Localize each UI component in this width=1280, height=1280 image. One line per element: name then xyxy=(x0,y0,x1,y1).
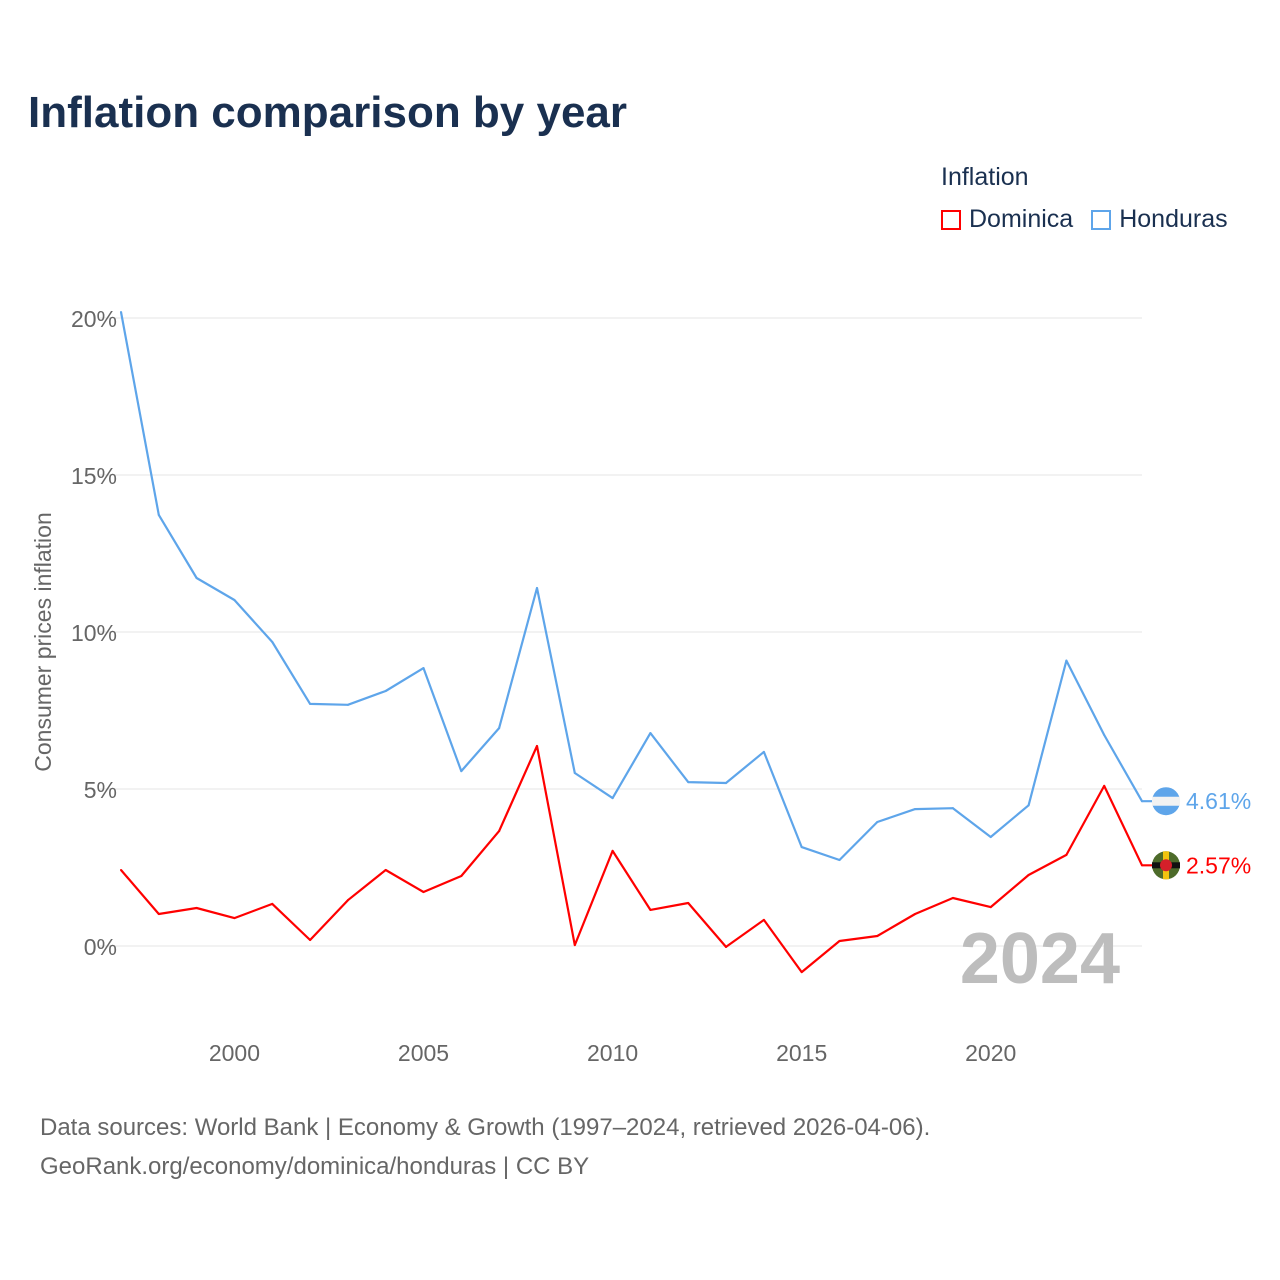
data-point-honduras xyxy=(535,587,538,590)
data-point-honduras xyxy=(346,703,349,706)
data-point-dominica xyxy=(157,912,160,915)
data-point-dominica xyxy=(195,907,198,910)
legend-swatch-honduras xyxy=(1091,209,1112,230)
legend-item-dominica[interactable]: Dominica xyxy=(941,205,1073,234)
data-point-dominica xyxy=(233,917,236,920)
x-tick-label: 2010 xyxy=(587,1040,638,1066)
y-tick-label: 20% xyxy=(71,306,117,332)
y-tick-label: 15% xyxy=(71,463,117,489)
legend-label: Dominica xyxy=(969,205,1074,233)
data-point-dominica xyxy=(725,945,728,948)
data-point-honduras xyxy=(951,807,954,810)
data-point-dominica xyxy=(1027,874,1030,877)
data-point-dominica xyxy=(1065,853,1068,856)
data-point-dominica xyxy=(838,939,841,942)
data-point-dominica xyxy=(346,899,349,902)
data-point-honduras xyxy=(914,808,917,811)
data-point-dominica xyxy=(762,918,765,921)
legend: Dominica Honduras xyxy=(941,205,1228,234)
data-point-honduras xyxy=(800,846,803,849)
footer: Data sources: World Bank | Economy & Gro… xyxy=(40,1108,930,1186)
year-watermark: 2024 xyxy=(960,919,1120,999)
data-point-honduras xyxy=(195,576,198,579)
data-point-honduras xyxy=(309,702,312,705)
data-point-dominica xyxy=(876,934,879,937)
end-value-label: 4.61% xyxy=(1186,788,1251,814)
data-point-honduras xyxy=(876,820,879,823)
data-point-honduras xyxy=(384,690,387,693)
data-point-honduras xyxy=(725,782,728,785)
x-tick-label: 2005 xyxy=(398,1040,449,1066)
legend-title: Inflation xyxy=(941,163,1029,191)
end-value-label: 2.57% xyxy=(1186,852,1251,878)
data-point-dominica xyxy=(649,908,652,911)
data-point-dominica xyxy=(687,901,690,904)
data-point-honduras xyxy=(1103,733,1106,736)
data-point-dominica xyxy=(1103,784,1106,787)
legend-item-honduras[interactable]: Honduras xyxy=(1091,205,1228,234)
data-point-honduras xyxy=(573,771,576,774)
data-point-honduras xyxy=(271,641,274,644)
x-tick-label: 2020 xyxy=(965,1040,1016,1066)
data-point-dominica xyxy=(573,944,576,947)
x-tick-label: 2000 xyxy=(209,1040,260,1066)
data-point-honduras xyxy=(498,727,501,730)
data-point-dominica xyxy=(384,869,387,872)
data-point-dominica xyxy=(498,830,501,833)
data-point-honduras xyxy=(762,750,765,753)
data-point-honduras xyxy=(1065,659,1068,662)
data-sources: Data sources: World Bank | Economy & Gro… xyxy=(40,1114,931,1141)
data-point-dominica xyxy=(989,906,992,909)
data-point-dominica xyxy=(535,744,538,747)
data-point-dominica xyxy=(120,869,122,872)
source-link[interactable]: GeoRank.org/economy/dominica/honduras | … xyxy=(40,1153,590,1180)
y-tick-label: 5% xyxy=(84,777,117,803)
y-axis-label: Consumer prices inflation xyxy=(30,512,56,772)
x-tick-label: 2015 xyxy=(776,1040,827,1066)
data-point-honduras xyxy=(611,797,614,800)
series-line-honduras xyxy=(119,311,1166,862)
data-point-dominica xyxy=(309,939,312,942)
flag-stripe xyxy=(1152,796,1180,806)
data-point-dominica xyxy=(611,849,614,852)
y-tick-label: 0% xyxy=(84,934,117,960)
chart-title: Inflation comparison by year xyxy=(28,88,628,137)
flag-disc xyxy=(1160,859,1172,872)
data-point-honduras xyxy=(649,732,652,735)
data-point-dominica xyxy=(422,890,425,893)
data-point-honduras xyxy=(157,513,160,516)
data-point-honduras xyxy=(687,781,690,784)
data-point-honduras xyxy=(460,770,463,773)
data-point-dominica xyxy=(951,896,954,899)
data-point-honduras xyxy=(233,598,236,601)
data-point-honduras xyxy=(422,667,425,670)
data-point-dominica xyxy=(800,971,803,974)
data-point-dominica xyxy=(271,902,274,905)
data-point-honduras xyxy=(1027,804,1030,807)
legend-label: Honduras xyxy=(1119,205,1228,233)
legend-swatch-dominica xyxy=(941,209,961,230)
data-point-honduras xyxy=(838,858,841,861)
data-point-honduras xyxy=(120,311,122,314)
data-point-dominica xyxy=(1141,864,1143,867)
data-point-dominica xyxy=(460,874,463,877)
data-point-honduras xyxy=(1141,800,1143,803)
data-point-dominica xyxy=(914,912,917,915)
data-point-honduras xyxy=(989,836,992,839)
y-tick-label: 10% xyxy=(71,620,117,646)
